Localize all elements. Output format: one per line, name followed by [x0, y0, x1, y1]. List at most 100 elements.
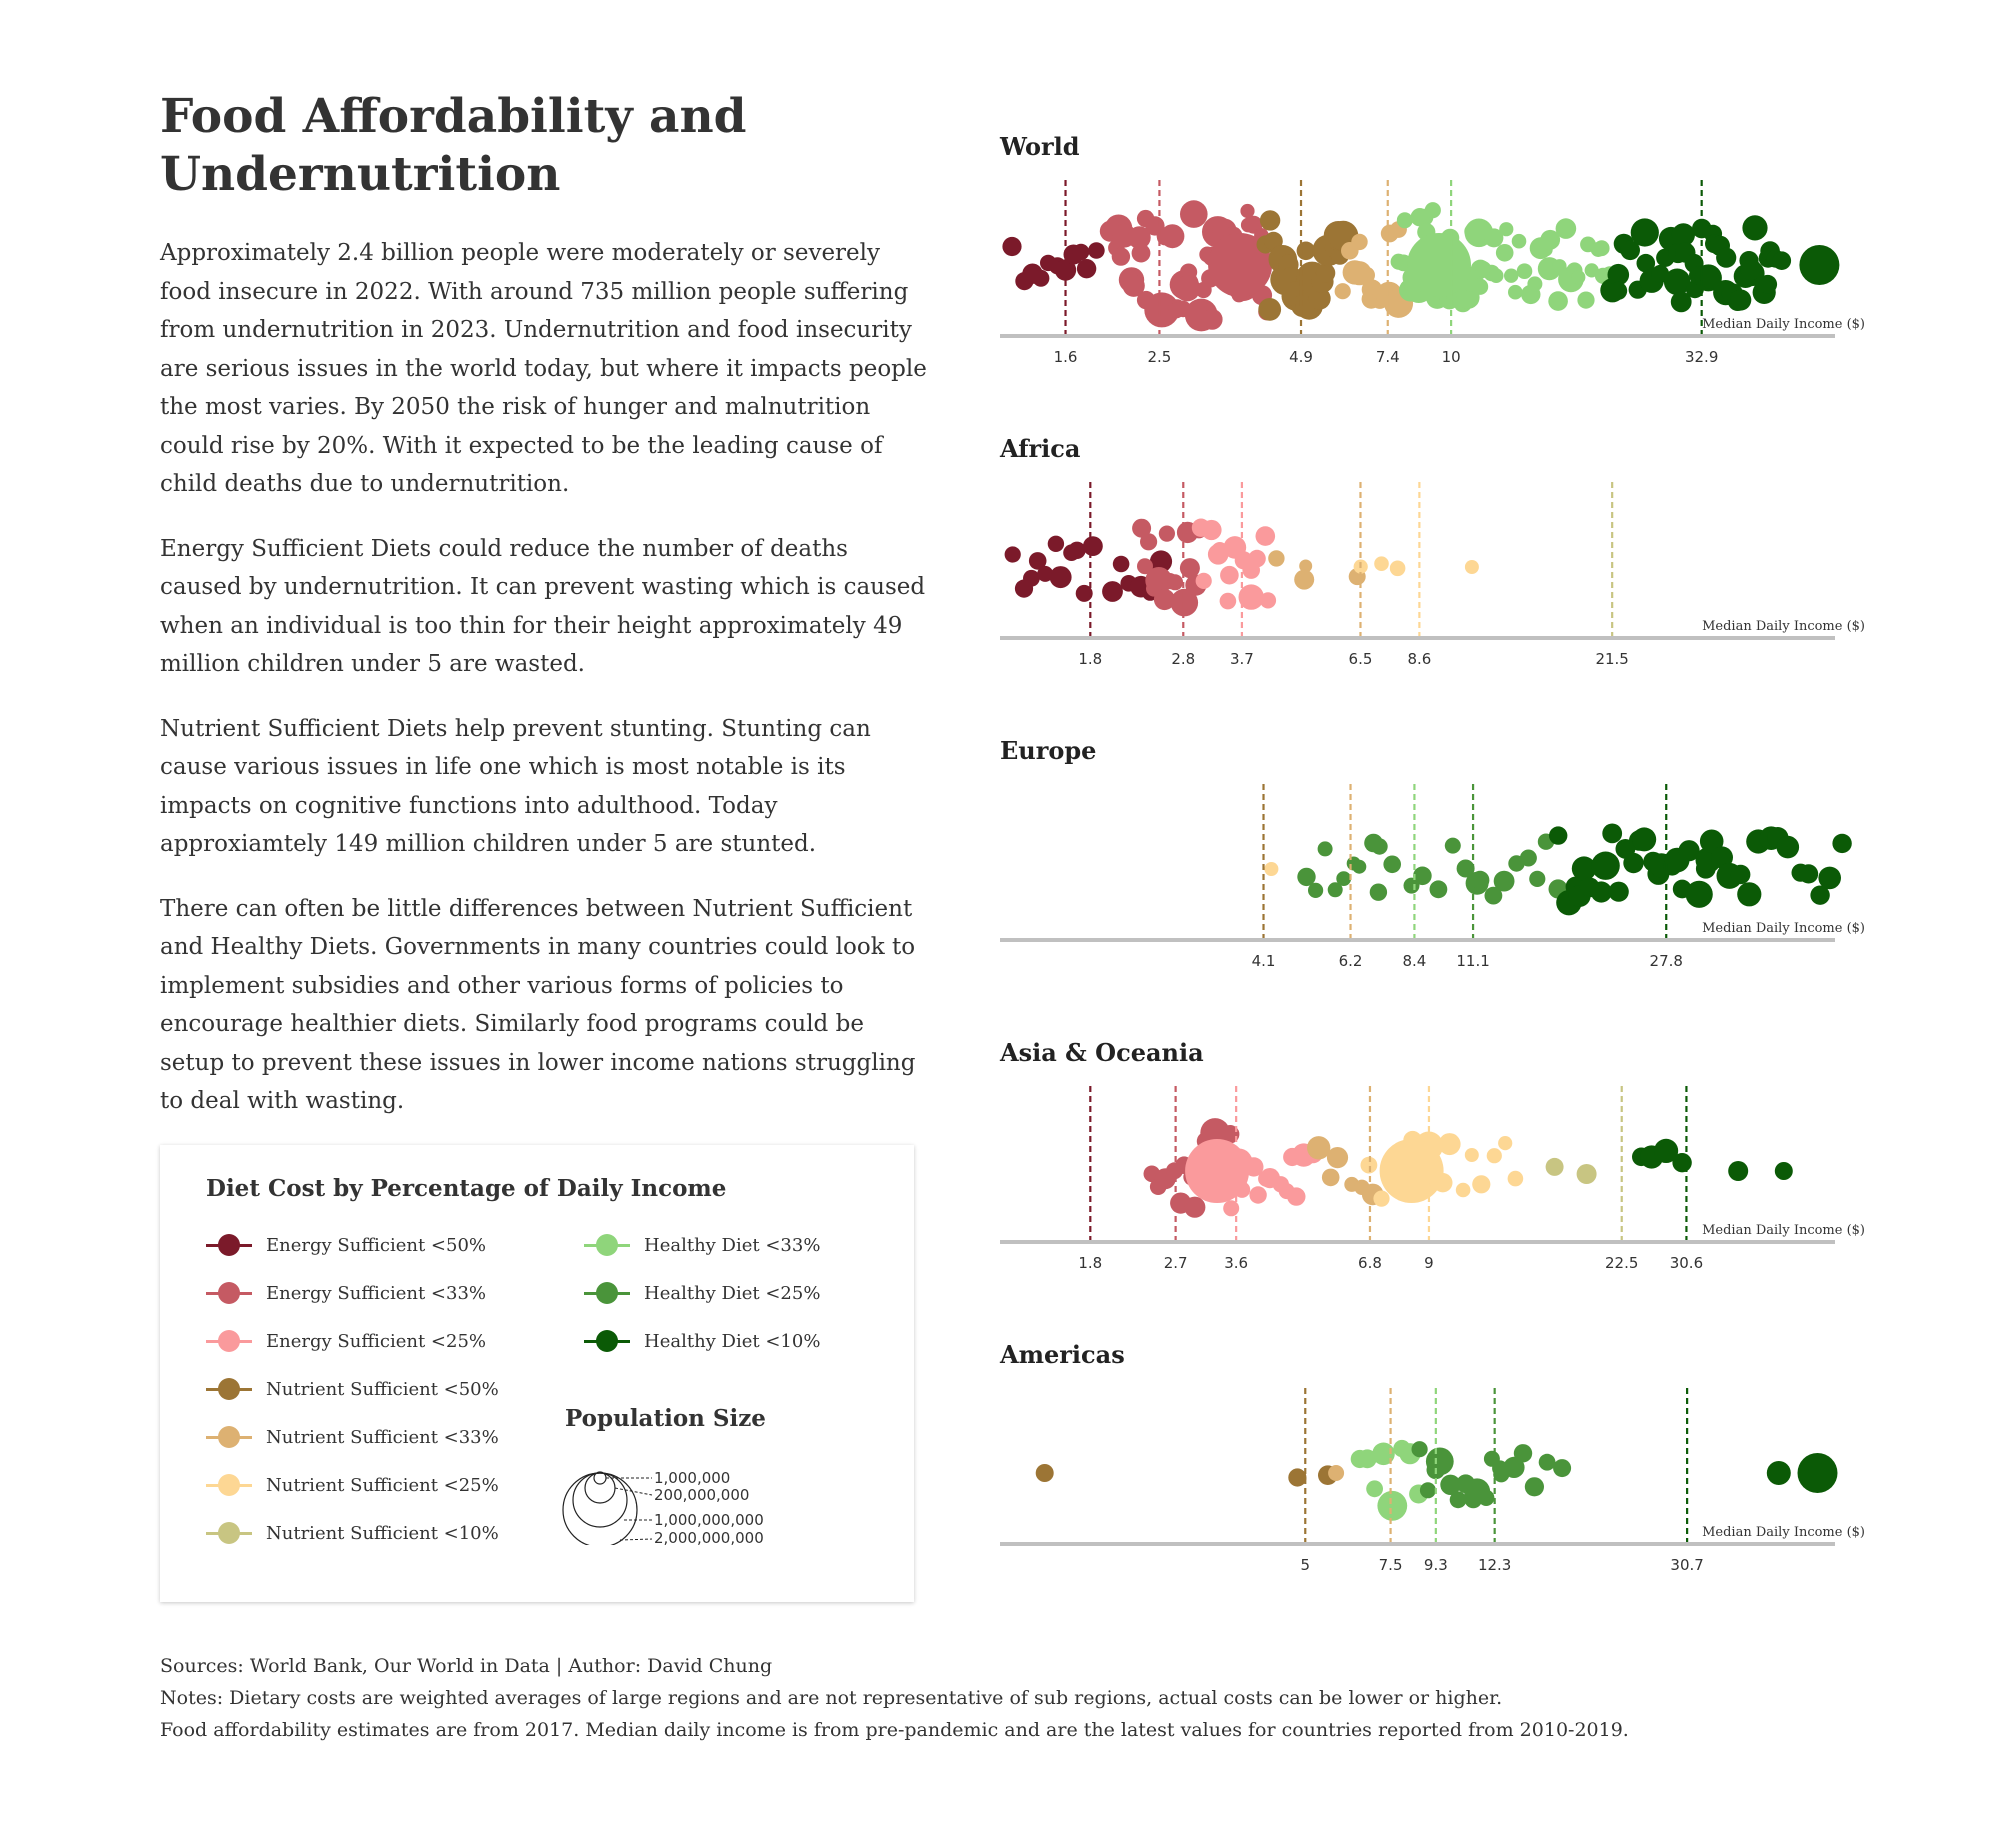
chart-2: Europe 4.1 6.2 8.4 11.1 27.8 Median Daily Inco… [1000, 736, 1865, 970]
notes-line: Food affordability estimates are from 20… [160, 1719, 1629, 1741]
bubble [1758, 274, 1778, 294]
bubble [1590, 881, 1612, 903]
bubble [1493, 870, 1515, 892]
bubble [1389, 560, 1406, 577]
tick-label: 4.9 [1289, 348, 1313, 366]
bubble [1220, 565, 1239, 585]
bubble [1137, 558, 1153, 575]
tick-label: 30.7 [1670, 1556, 1703, 1574]
legend-label: Nutrient Sufficient <33% [266, 1426, 499, 1448]
bubble [1351, 233, 1368, 251]
bubble [1464, 1148, 1479, 1162]
bubble [1296, 241, 1316, 261]
bubble [1484, 886, 1503, 905]
bubble [1663, 268, 1691, 296]
x-axis-label: Median Daily Income ($) [1702, 1223, 1865, 1238]
pop-label: 200,000,000 [654, 1486, 749, 1504]
legend-label: Healthy Diet <10% [644, 1330, 821, 1352]
bubble [1002, 236, 1022, 257]
legend-swatch [206, 1326, 252, 1356]
bubble [1730, 289, 1752, 311]
bubble [1035, 1464, 1054, 1482]
bubble [1317, 841, 1333, 857]
bubble [1287, 1187, 1306, 1206]
tick-label: 10 [1442, 348, 1461, 366]
pop-label: 1,000,000 [654, 1469, 730, 1487]
bubble [1047, 535, 1065, 552]
bubble [1184, 1196, 1206, 1218]
intro-paragraph: Energy Sufficient Diets could reduce the… [160, 535, 926, 678]
legend-label: Energy Sufficient <25% [266, 1330, 486, 1352]
bubble [1122, 274, 1145, 297]
tick-label: 6.2 [1339, 952, 1363, 970]
bubble [1352, 859, 1367, 874]
tick-label: 6.8 [1358, 1254, 1382, 1272]
chart-4: Americas 5 7.5 9.3 12.3 30.7 Median Daily Inco… [999, 1340, 1865, 1574]
legend-label: Energy Sufficient <50% [266, 1234, 486, 1256]
bubble [1484, 228, 1504, 248]
legend-label: Nutrient Sufficient <10% [266, 1522, 499, 1544]
bubble [1144, 292, 1180, 328]
legend-swatch [206, 1518, 252, 1548]
legend-item-nutrient-10: Nutrient Sufficient <10% [206, 1518, 499, 1548]
bubble [1730, 864, 1751, 885]
page-title: Food Affordability and Undernutrition [160, 89, 747, 202]
bubble [1444, 837, 1461, 854]
bubble [1503, 1456, 1525, 1478]
tick-label: 27.8 [1650, 952, 1683, 970]
bubble [1072, 243, 1090, 261]
bubble [1507, 1170, 1524, 1187]
bubble [1504, 268, 1519, 283]
bubble [1608, 881, 1629, 902]
bubble [1088, 242, 1105, 259]
chart-title: Europe [1000, 736, 1096, 765]
legend-label: Nutrient Sufficient <25% [266, 1474, 499, 1496]
bubble [1366, 1480, 1383, 1498]
tick-label: 4.1 [1252, 952, 1276, 970]
chart-title: Asia & Oceania [999, 1038, 1204, 1067]
bubble [1524, 1477, 1544, 1497]
notes-line: Notes: Dietary costs are weighted averag… [160, 1687, 1503, 1709]
pop-circle-200m [584, 1472, 616, 1504]
bubble [1244, 1157, 1264, 1177]
bubble [1555, 218, 1577, 239]
bubble [1174, 275, 1201, 302]
bubble [1201, 519, 1222, 541]
bubble [1396, 212, 1413, 229]
bubble [1632, 827, 1657, 852]
bubble [1716, 247, 1737, 268]
bubble [1672, 1153, 1692, 1173]
bubble [1419, 1482, 1436, 1499]
bubble [1540, 229, 1561, 250]
bubble [1678, 840, 1700, 862]
bubble [1478, 1489, 1495, 1506]
bubble [1334, 283, 1351, 300]
bubble [1259, 592, 1277, 609]
bubble [1372, 1442, 1395, 1466]
bubble [1513, 1444, 1533, 1463]
bubble [1591, 851, 1620, 880]
x-axis-label: Median Daily Income ($) [1702, 1525, 1865, 1540]
intro-paragraph: Approximately 2.4 billion people were mo… [160, 240, 927, 497]
bubble [1797, 1453, 1838, 1493]
bubble [1425, 1447, 1454, 1476]
bubble [1636, 253, 1656, 273]
tick-label: 1.8 [1078, 650, 1102, 668]
bubble [1377, 1490, 1408, 1521]
bubble [1037, 565, 1054, 582]
tick-label: 21.5 [1595, 650, 1628, 668]
bubble [1357, 1449, 1377, 1469]
bubble [1208, 233, 1273, 297]
bubble [1832, 833, 1852, 854]
bubble [1538, 1453, 1556, 1471]
bubble [1670, 291, 1692, 313]
bubble [1153, 588, 1176, 611]
chart-title: Americas [999, 1340, 1125, 1369]
bubble [1700, 267, 1722, 289]
bubble [1379, 1139, 1444, 1203]
bubble [1472, 1175, 1491, 1194]
legend-swatch [584, 1278, 630, 1308]
bubble [1774, 1162, 1793, 1180]
bubble [1508, 284, 1523, 300]
intro-paragraph: Nutrient Sufficient Diets help prevent s… [160, 715, 871, 858]
